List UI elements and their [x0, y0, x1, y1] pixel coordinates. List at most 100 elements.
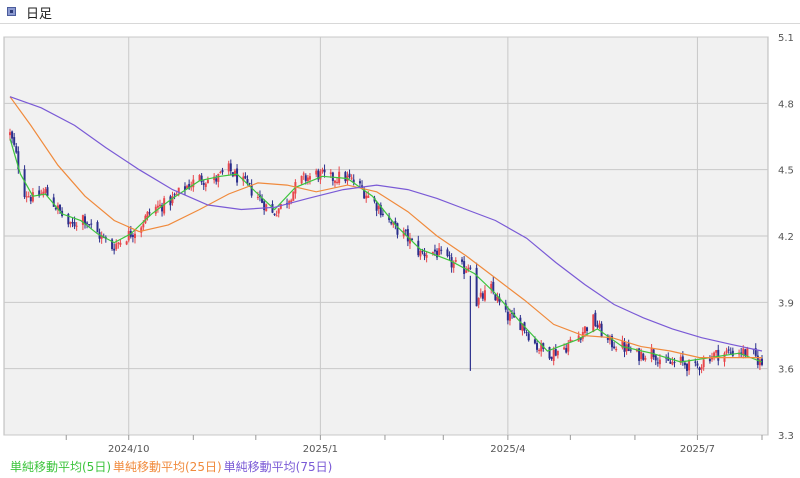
candle-body	[204, 183, 207, 187]
candle-body	[161, 205, 164, 212]
candle-body	[127, 230, 130, 241]
candle-body	[261, 198, 264, 203]
candle-body	[73, 222, 76, 227]
candle-body	[583, 326, 586, 334]
candle-body	[42, 191, 45, 196]
candle-body	[490, 283, 493, 290]
candle-body	[11, 131, 14, 139]
candle-body	[52, 197, 55, 207]
x-tick-label: 2025/1	[303, 444, 338, 455]
y-tick-label: 3.9	[778, 298, 794, 309]
candle-body	[717, 349, 720, 361]
candle-body	[188, 183, 191, 189]
candle-body	[673, 361, 676, 363]
x-axis-labels: 2024/10 2025/1 2025/4 2025/7	[108, 444, 715, 455]
candle-body	[54, 207, 57, 210]
candle-body	[725, 350, 728, 354]
candle-body	[540, 343, 543, 352]
candle-body	[329, 172, 332, 175]
candle-body	[592, 314, 595, 333]
candle-body	[627, 343, 630, 352]
candle-body	[740, 352, 743, 354]
chart-square-icon	[7, 7, 16, 16]
candle-body	[519, 317, 522, 330]
candle-body	[46, 187, 49, 196]
candle-body	[440, 249, 443, 251]
candle-body	[352, 179, 355, 183]
candle-body	[436, 250, 439, 258]
candle-body	[408, 237, 411, 244]
candle-body	[90, 223, 93, 225]
candle-body	[23, 169, 26, 197]
candle-body	[731, 350, 734, 356]
candle-body	[292, 191, 295, 201]
candle-body	[454, 260, 457, 262]
candle-body	[536, 342, 539, 350]
candle-body	[213, 176, 216, 181]
candle-body	[300, 175, 303, 184]
ma25-line	[9, 96, 762, 359]
candle-body	[119, 242, 122, 245]
candle-body	[696, 363, 699, 366]
x-ticks	[65, 435, 763, 440]
candle-body	[694, 361, 697, 363]
candle-body	[44, 189, 47, 193]
candle-body	[171, 196, 174, 204]
legend-ma75: 単純移動平均(75日)	[223, 460, 333, 474]
candle-body	[394, 221, 397, 225]
candle-body	[263, 201, 266, 211]
candle-body	[133, 233, 136, 239]
candle-body	[15, 146, 18, 153]
candle-body	[350, 177, 353, 179]
candle-body	[644, 357, 647, 360]
candle-body	[192, 179, 195, 188]
candle-body	[125, 241, 128, 245]
candle-body	[9, 132, 11, 136]
candle-body	[308, 176, 311, 180]
candle-body	[713, 352, 716, 359]
y-tick-label: 4.8	[778, 99, 794, 110]
candle-body	[611, 336, 614, 348]
candle-body	[358, 181, 361, 184]
candle-body	[702, 359, 705, 368]
candle-body	[446, 249, 449, 256]
candle-body	[715, 350, 718, 353]
y-tick-label: 4.5	[778, 166, 794, 177]
candle-body	[431, 251, 434, 255]
candle-body	[113, 248, 116, 251]
candle-body	[450, 257, 453, 268]
candle-body	[554, 349, 557, 356]
candle-body	[227, 163, 230, 172]
candle-body	[173, 194, 176, 196]
candle-body	[679, 356, 682, 363]
candle-body	[506, 311, 509, 321]
candle-body	[548, 347, 551, 359]
candle-body	[600, 323, 603, 338]
candle-body	[613, 346, 616, 349]
candle-body	[508, 313, 511, 321]
x-tick-label: 2025/7	[680, 444, 715, 455]
candle-body	[277, 208, 280, 214]
candle-body	[688, 359, 691, 371]
candle-body	[396, 223, 399, 235]
candle-body	[248, 182, 251, 184]
candle-body	[56, 205, 59, 210]
candle-body	[708, 358, 711, 362]
candle-body	[219, 172, 222, 174]
candle-body	[483, 290, 486, 301]
candle-body	[433, 249, 436, 252]
candle-body	[654, 355, 657, 361]
candle-body	[146, 211, 149, 218]
candle-body	[481, 293, 484, 299]
candle-body	[27, 196, 30, 198]
candle-body	[742, 348, 745, 355]
y-axis-labels: 5.1 4.8 4.5 4.2 3.9 3.6 3.3	[778, 33, 794, 442]
candle-body	[569, 339, 572, 343]
candle-body	[67, 214, 70, 225]
candle-body	[469, 267, 472, 269]
candle-body	[375, 203, 378, 211]
candle-body	[111, 239, 114, 249]
candle-body	[302, 173, 305, 175]
chart-period-title: 日足	[26, 7, 53, 22]
candle-body	[658, 359, 661, 365]
